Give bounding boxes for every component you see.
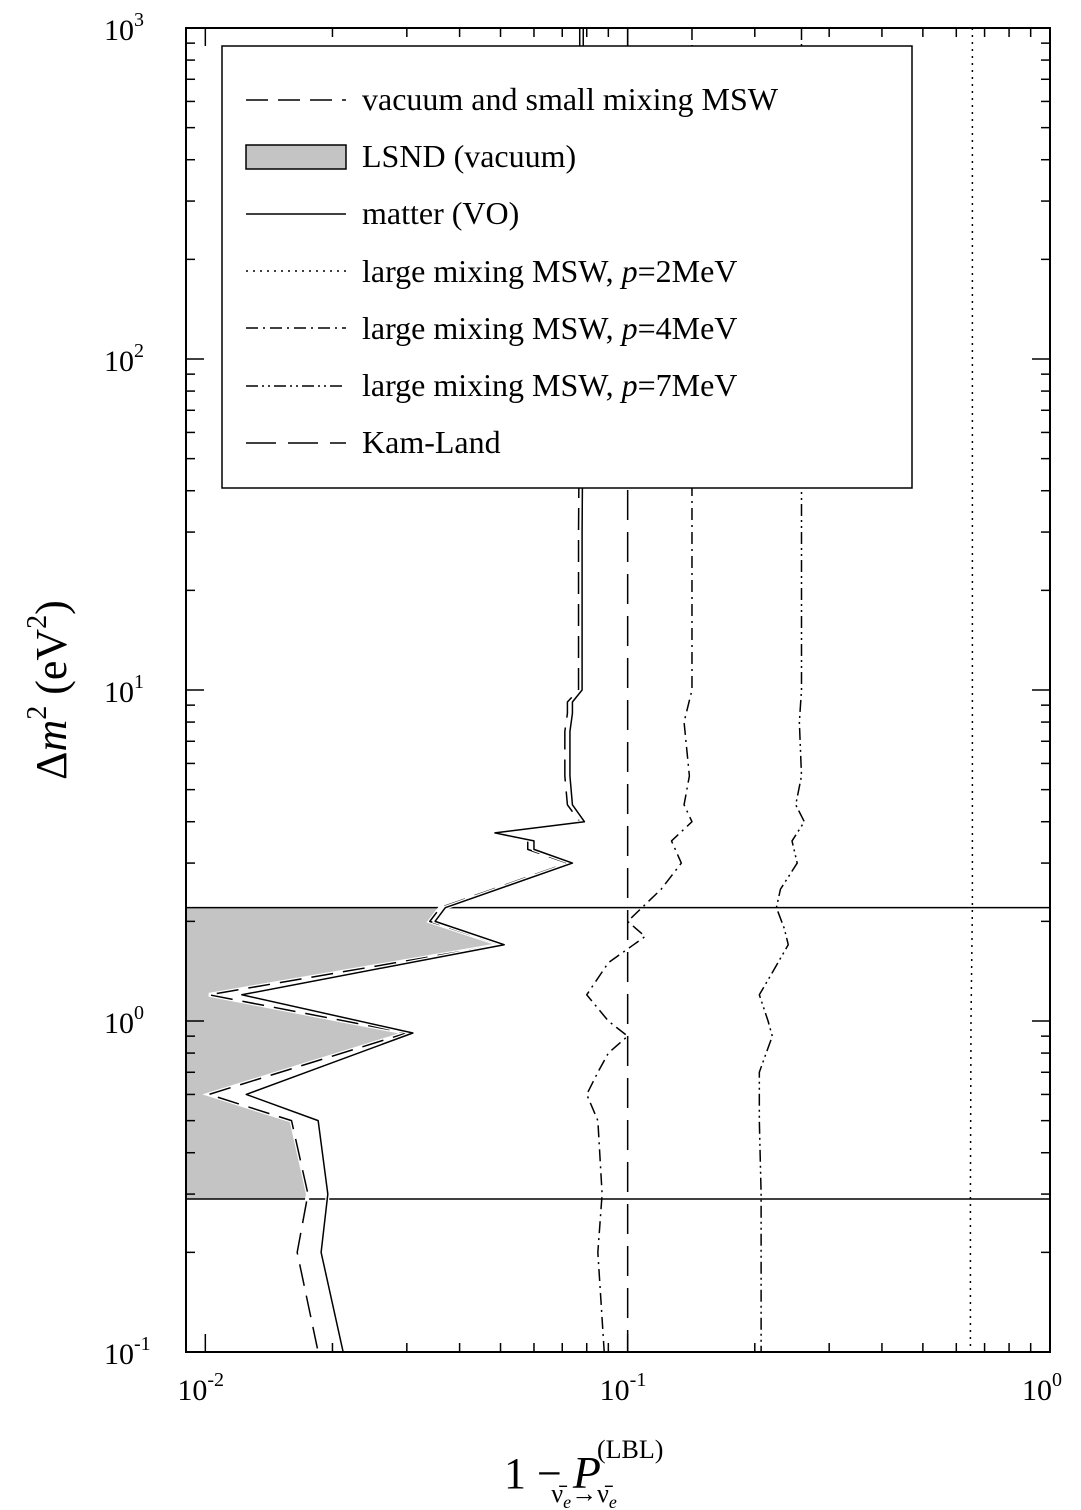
lsnd-band (186, 907, 501, 1199)
y-tick-label-2: 101 (104, 671, 144, 709)
x-tick-label-1: 10-1 (600, 1369, 647, 1407)
lsnd-boundary-lines (186, 906, 1050, 1200)
x-tick-label-0: 10-2 (177, 1369, 224, 1407)
legend-label-matter: matter (VO) (362, 195, 519, 231)
series-line-4 (758, 28, 806, 1352)
legend-sample-lsnd (245, 144, 347, 170)
y-axis-label: Δm2 (eV2) (22, 600, 76, 780)
y-tick-label-3: 102 (104, 340, 144, 378)
lsnd-band-area (186, 907, 501, 1199)
legend-label-7mev: large mixing MSW, p=7MeV (362, 367, 737, 403)
legend-box (221, 45, 913, 489)
y-tick-label-1: 100 (104, 1002, 144, 1040)
legend-label-2mev: large mixing MSW, p=2MeV (362, 253, 737, 289)
legend-label-kamland: Kam-Land (362, 424, 501, 460)
series-line-3 (585, 28, 693, 1352)
y-tick-label-4: 103 (104, 9, 144, 47)
legend-samples (245, 99, 347, 444)
legend: vacuum and small mixing MSW LSND (vacuum… (221, 45, 913, 489)
series-line-0 (208, 28, 581, 1352)
x-tick-label-2: 100 (1022, 1369, 1062, 1407)
x-axis-label: 1 − P(LBL) ν̄e→ν̄e (504, 1435, 663, 1510)
series-line-2 (969, 28, 974, 1352)
legend-label-vacuum: vacuum and small mixing MSW (362, 81, 779, 117)
legend-label-4mev: large mixing MSW, p=4MeV (362, 310, 737, 346)
series-line-1 (241, 28, 586, 1352)
tick-labels: 10-2 10-1 100 10-1 100 101 102 103 (104, 9, 1062, 1407)
axis-ticks (185, 27, 1051, 1353)
y-tick-label-0: 10-1 (104, 1333, 151, 1371)
series-layer (202, 28, 974, 1352)
legend-label-lsnd: LSND (vacuum) (362, 138, 576, 174)
